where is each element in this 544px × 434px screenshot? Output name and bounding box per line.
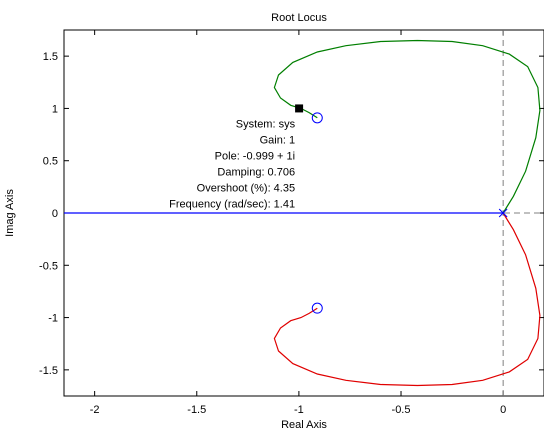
- x-tick-label: -2: [90, 404, 100, 416]
- datatip-marker: [295, 104, 304, 113]
- y-tick-label: -1: [48, 313, 58, 325]
- x-tick-label: -0.5: [392, 404, 411, 416]
- datatip-line-2: Gain: 1: [260, 134, 295, 146]
- y-tick-label: 1.5: [43, 51, 58, 63]
- datatip-line-1: System: sys: [236, 118, 296, 130]
- y-tick-label: 0: [52, 208, 58, 220]
- datatip[interactable]: System: sys Gain: 1 Pole: -0.999 + 1i Dampi…: [169, 104, 304, 210]
- locus-branch-1: [273, 39, 541, 214]
- datatip-line-4: Damping: 0.706: [217, 166, 295, 178]
- y-tick-label: 1: [52, 103, 58, 115]
- y-axis-label: Imag Axis: [4, 189, 16, 237]
- zero-marker: [311, 112, 323, 124]
- zero-marker: [311, 302, 323, 314]
- marker-group: [311, 112, 508, 314]
- x-tick-label: -1.5: [187, 404, 206, 416]
- x-tick-label: -1: [294, 404, 304, 416]
- datatip-line-6: Frequency (rad/sec): 1.41: [169, 198, 295, 210]
- pole-marker-stroke-2: [498, 208, 508, 218]
- y-tick-label: -0.5: [39, 260, 58, 272]
- y-tick-label: -1.5: [39, 365, 58, 377]
- x-tick-label: 0: [500, 404, 506, 416]
- chart-title: Root Locus: [271, 12, 327, 24]
- x-axis-label: Real Axis: [281, 419, 327, 431]
- series-group: [64, 39, 541, 387]
- y-tick-label: 0.5: [43, 156, 58, 168]
- datatip-line-5: Overshoot (%): 4.35: [197, 182, 295, 194]
- datatip-line-3: Pole: -0.999 + 1i: [215, 150, 295, 162]
- tick-label-group: -2 -1.5 -1 -0.5 0 -1.5 -1 -0.5 0 0.5 1 1.5: [39, 51, 506, 416]
- locus-branch-2: [273, 212, 541, 387]
